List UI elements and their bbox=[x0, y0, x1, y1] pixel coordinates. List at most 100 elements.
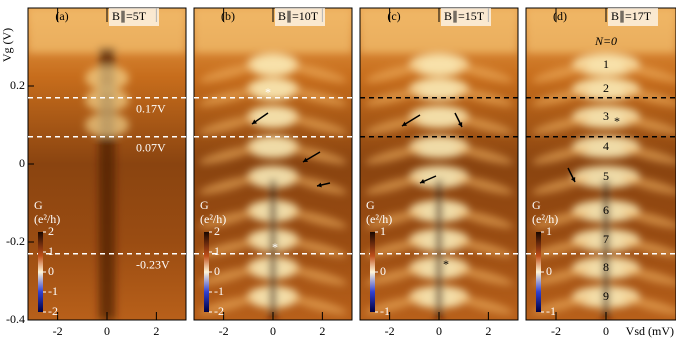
arrow-head bbox=[303, 157, 308, 162]
level-label: 9 bbox=[603, 289, 609, 303]
reference-label: -0.23V bbox=[136, 257, 170, 271]
arrow-head bbox=[317, 182, 322, 188]
colorbar-tick-label: 0 bbox=[214, 264, 220, 278]
arrow-head bbox=[420, 179, 425, 184]
colorbar-tick-label: -1 bbox=[214, 284, 224, 298]
level-label: 8 bbox=[603, 260, 609, 274]
colorbar-label: (e²/h) bbox=[366, 212, 392, 226]
panel: -2 0 2 (b) B∥=10T G(e²/h) -2 -1 0 1 2 * * bbox=[193, 7, 353, 338]
annotation: * bbox=[272, 240, 278, 254]
diamond bbox=[572, 54, 640, 76]
x-tick-label: 2 bbox=[319, 324, 325, 338]
x-tick-label: 2 bbox=[485, 324, 491, 338]
side-band bbox=[288, 238, 348, 258]
colorbar-tick-label: 2 bbox=[48, 224, 54, 238]
colorbar-label: (e²/h) bbox=[532, 212, 558, 226]
side-band bbox=[198, 238, 258, 258]
level-label: 1 bbox=[603, 57, 609, 71]
diamond bbox=[572, 166, 640, 188]
panel: -2 0 Vsd (mV) (d) B∥=17T G(e²/h) -1 0 1 * N=0 1 2 3 4 5… bbox=[525, 7, 676, 338]
level-label: 7 bbox=[603, 232, 609, 246]
diamond bbox=[85, 88, 129, 112]
panel-title: (c) bbox=[387, 9, 400, 23]
side-band bbox=[364, 238, 424, 258]
colorbar-tick-label: 1 bbox=[214, 244, 220, 258]
level-label: N=0 bbox=[594, 34, 617, 48]
reference-label: 0.07V bbox=[136, 140, 166, 154]
colorbar-tick-label: -1 bbox=[380, 304, 390, 318]
colorbar-label: (e²/h) bbox=[200, 212, 226, 226]
side-band bbox=[621, 266, 676, 286]
colorbar bbox=[536, 232, 541, 312]
colorbar-tick-label: 0 bbox=[48, 264, 54, 278]
arrow-head bbox=[570, 177, 576, 182]
annotation: * bbox=[443, 257, 449, 271]
colorbar-tick-label: 1 bbox=[380, 224, 386, 238]
colorbar-tick-label: 2 bbox=[214, 224, 220, 238]
diamond bbox=[85, 113, 129, 137]
side-band bbox=[531, 238, 591, 258]
colorbar-label: G bbox=[366, 198, 375, 212]
heatmap bbox=[28, 8, 186, 320]
field-label: B∥=5T bbox=[112, 9, 147, 23]
x-tick-label: -2 bbox=[53, 324, 63, 338]
center-stripe bbox=[603, 180, 609, 320]
side-band bbox=[364, 266, 424, 286]
colorbar bbox=[38, 232, 43, 312]
side-band bbox=[531, 115, 591, 135]
diamond bbox=[572, 78, 640, 100]
center-stripe bbox=[270, 180, 276, 320]
diamond bbox=[572, 106, 640, 128]
arrow-head bbox=[457, 122, 463, 127]
colorbar-label: (e²/h) bbox=[34, 212, 60, 226]
side-band bbox=[198, 145, 258, 165]
y-tick-label: -0.2 bbox=[6, 234, 25, 248]
side-band bbox=[364, 87, 424, 107]
side-band bbox=[621, 145, 676, 165]
side-band bbox=[364, 209, 424, 229]
colorbar-tick-label: -2 bbox=[214, 304, 224, 318]
side-band bbox=[531, 266, 591, 286]
side-band bbox=[531, 87, 591, 107]
heatmap-features bbox=[360, 8, 518, 320]
colorbar-tick-label: -1 bbox=[48, 284, 58, 298]
x-tick-label: -2 bbox=[385, 324, 395, 338]
level-label: 4 bbox=[603, 139, 609, 153]
colorbar-tick-label: 0 bbox=[546, 264, 552, 278]
side-band bbox=[454, 175, 514, 195]
colorbar-tick-label: -2 bbox=[48, 304, 58, 318]
side-band bbox=[621, 295, 676, 315]
level-label: 6 bbox=[603, 203, 609, 217]
field-box bbox=[109, 8, 159, 26]
side-band bbox=[198, 63, 258, 83]
side-band bbox=[364, 63, 424, 83]
panel: 0.17V 0.07V -0.23V -2 0 2 -0.4 -0.2 0 0.2 Vg (V) (a… bbox=[0, 7, 187, 338]
field-box bbox=[608, 8, 658, 26]
side-band bbox=[288, 266, 348, 286]
side-band bbox=[454, 87, 514, 107]
diamond bbox=[247, 106, 299, 128]
field-label: B∥=15T bbox=[444, 9, 485, 23]
diamond bbox=[409, 136, 469, 158]
side-band bbox=[531, 175, 591, 195]
field-box bbox=[441, 8, 491, 26]
colorbar-tick-label: -1 bbox=[546, 304, 556, 318]
x-tick-label: -2 bbox=[551, 324, 561, 338]
side-band bbox=[198, 115, 258, 135]
panel-title: (d) bbox=[553, 9, 567, 23]
x-tick-label: -2 bbox=[219, 324, 229, 338]
side-band bbox=[288, 295, 348, 315]
x-tick-label: 0 bbox=[603, 324, 609, 338]
center-stripe bbox=[436, 180, 442, 320]
side-band bbox=[288, 115, 348, 135]
y-tick-label: 0.2 bbox=[10, 78, 25, 92]
side-band bbox=[621, 238, 676, 258]
side-band bbox=[364, 175, 424, 195]
side-band bbox=[531, 63, 591, 83]
side-band bbox=[364, 115, 424, 135]
side-band bbox=[454, 115, 514, 135]
heatmap bbox=[360, 8, 518, 320]
colorbar bbox=[370, 232, 375, 312]
diamond bbox=[247, 136, 299, 158]
